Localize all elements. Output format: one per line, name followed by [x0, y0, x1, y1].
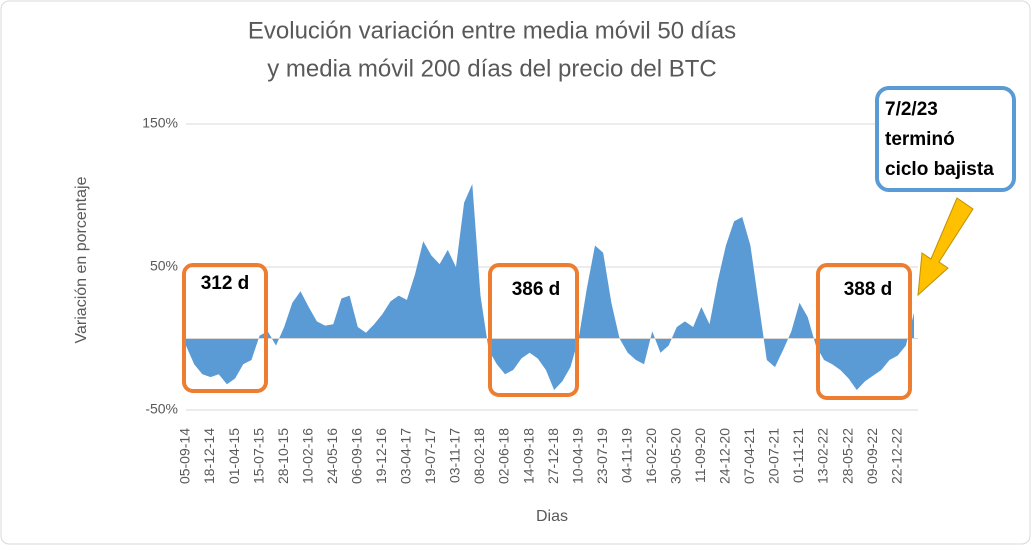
annotation-box	[182, 263, 268, 393]
y-tick-label: -50%	[145, 401, 178, 417]
x-tick-label: 09-09-22	[864, 428, 880, 484]
x-tick-label: 02-06-18	[496, 428, 512, 484]
x-tick-label: 08-02-18	[471, 428, 487, 484]
x-tick-label: 23-07-19	[594, 428, 610, 484]
y-tick-label: 150%	[142, 115, 178, 131]
x-tick-label: 16-02-20	[643, 428, 659, 484]
chart-title: y media móvil 200 días del precio del BT…	[267, 55, 717, 82]
annotation-box	[488, 263, 579, 397]
annotation: 388 d	[844, 279, 893, 300]
x-tick-label: 28-10-15	[275, 428, 291, 484]
y-tick-label: 50%	[150, 258, 178, 274]
x-tick-label: 20-07-21	[766, 428, 782, 484]
annotation: ciclo bajista	[885, 159, 994, 180]
x-axis-label: Dias	[536, 508, 568, 525]
chart-title: Evolución variación entre media móvil 50…	[248, 17, 736, 44]
x-tick-label: 22-12-22	[888, 428, 904, 484]
annotation-box	[875, 86, 1016, 192]
x-tick-label: 14-09-18	[520, 428, 536, 484]
arrow	[917, 197, 974, 297]
x-tick-label: 13-02-22	[815, 428, 831, 484]
x-tick-label: 03-04-17	[398, 428, 414, 484]
annotation: terminó	[885, 129, 955, 150]
annotation-box	[816, 263, 912, 400]
x-tick-label: 19-07-17	[422, 428, 438, 484]
x-tick-label: 10-04-19	[569, 428, 585, 484]
annotation: 386 d	[512, 279, 561, 300]
annotation: 7/2/23	[885, 99, 938, 120]
x-tick-label: 06-09-16	[348, 428, 364, 484]
x-tick-label: 19-12-16	[373, 428, 389, 484]
x-tick-label: 04-11-19	[618, 428, 634, 483]
plot: -50% 50% 150% 05-09-14 18-12-14 01-04-15 15-07…	[142, 115, 918, 484]
annotation: 312 d	[201, 273, 250, 294]
x-tick-label: 01-04-15	[226, 428, 242, 484]
x-tick-label: 18-12-14	[201, 428, 217, 484]
x-tick-label: 24-12-20	[717, 428, 733, 484]
x-tick-label: 24-05-16	[324, 428, 340, 484]
x-tick-label: 07-04-21	[741, 428, 757, 484]
x-tick-label: 03-11-17	[447, 428, 463, 483]
x-tick-label: 10-02-16	[299, 428, 315, 484]
x-tick-label: 27-12-18	[545, 428, 561, 484]
x-tick-label: 05-09-14	[177, 428, 193, 484]
x-tick-label: 30-05-20	[668, 428, 684, 484]
x-tick-label: 01-11-21	[790, 428, 806, 483]
x-tick-label: 11-09-20	[692, 428, 708, 483]
x-tick-label: 28-05-22	[839, 428, 855, 484]
annotations: 312 d 386 d 388 d 7/2/23 terminó ciclo b…	[182, 86, 1016, 400]
x-tick-label: 15-07-15	[250, 428, 266, 484]
y-axis-label: Variación en porcentaje	[73, 176, 90, 343]
